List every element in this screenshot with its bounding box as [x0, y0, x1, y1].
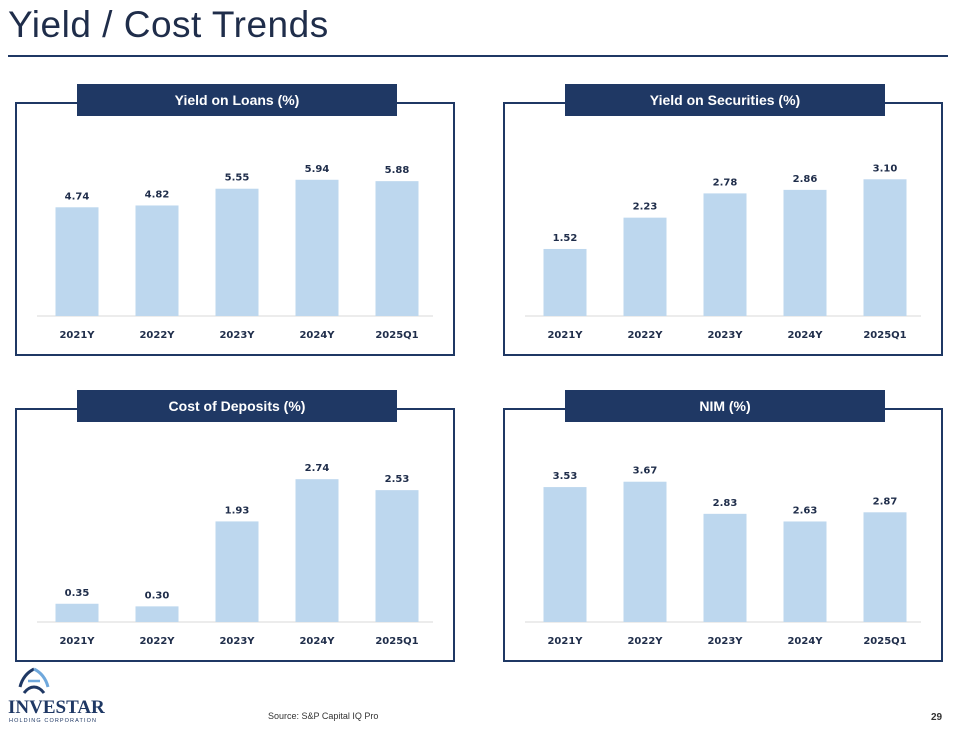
- page-number: 29: [931, 712, 943, 723]
- logo-subtitle: HOLDING CORPORATION: [9, 718, 98, 724]
- data-label: 5.94: [305, 164, 330, 175]
- chart-panel-nim: NIM (%) 3.53 2021Y 3.67 2022Y 2.83 2023Y 2.63 2…: [503, 390, 943, 662]
- category-label: 2025Q1: [863, 636, 906, 647]
- category-label: 2025Q1: [375, 330, 418, 341]
- data-label: 3.10: [873, 163, 898, 174]
- bar-2024y: [295, 479, 339, 622]
- bar-2024y: [783, 521, 827, 622]
- data-label: 0.30: [145, 590, 170, 601]
- category-label: 2024Y: [787, 330, 823, 341]
- category-label: 2022Y: [627, 636, 663, 647]
- data-label: 2.83: [713, 498, 738, 509]
- chart-title: Yield on Securities (%): [565, 84, 885, 116]
- data-label: 5.55: [225, 173, 250, 184]
- data-label: 2.86: [793, 174, 818, 185]
- category-label: 2024Y: [299, 330, 335, 341]
- data-label: 2.78: [713, 177, 738, 188]
- data-label: 3.67: [633, 466, 658, 477]
- page-title: Yield / Cost Trends: [8, 4, 329, 45]
- category-label: 2023Y: [219, 636, 255, 647]
- data-label: 2.87: [873, 496, 898, 507]
- bar-2021y: [55, 603, 99, 622]
- category-label: 2023Y: [707, 636, 743, 647]
- category-label: 2021Y: [547, 330, 583, 341]
- category-label: 2023Y: [707, 330, 743, 341]
- bar-2025q1: [863, 512, 907, 622]
- data-label: 0.35: [65, 588, 90, 599]
- logo-name: INVESTAR: [8, 697, 105, 718]
- chart-title: Yield on Loans (%): [77, 84, 397, 116]
- category-label: 2022Y: [139, 330, 175, 341]
- bar-2023y: [703, 513, 747, 622]
- data-label: 4.82: [145, 189, 170, 200]
- data-label: 2.63: [793, 505, 818, 516]
- chart-svg: 0.35 2021Y 0.30 2022Y 1.93 2023Y 2.74 2024Y 2.53…: [37, 463, 433, 647]
- data-label: 2.23: [633, 202, 658, 213]
- category-label: 2023Y: [219, 330, 255, 341]
- bar-2025q1: [375, 181, 419, 316]
- data-label: 4.74: [65, 191, 90, 202]
- chart-panel-yield-on-loans: Yield on Loans (%) 4.74 2021Y 4.82 2022Y 5.5…: [15, 84, 455, 356]
- category-label: 2025Q1: [375, 636, 418, 647]
- chart-svg: 1.52 2021Y 2.23 2022Y 2.78 2023Y 2.86 2024Y 3.10…: [525, 163, 921, 341]
- data-label: 1.52: [553, 233, 578, 244]
- bar-2023y: [215, 188, 259, 316]
- category-label: 2022Y: [627, 330, 663, 341]
- bar-2022y: [623, 217, 667, 316]
- title-divider: [8, 55, 948, 57]
- bar-2025q1: [375, 490, 419, 622]
- bar-2021y: [55, 207, 99, 316]
- category-label: 2021Y: [547, 636, 583, 647]
- chart-title: NIM (%): [565, 390, 885, 422]
- bar-2022y: [135, 606, 179, 622]
- logo-emblem-icon: [18, 667, 50, 694]
- data-label: 2.74: [305, 463, 330, 474]
- bar-2024y: [783, 189, 827, 316]
- bar-2025q1: [863, 179, 907, 316]
- category-label: 2024Y: [787, 636, 823, 647]
- chart-panel-cost-of-deposits: Cost of Deposits (%) 0.35 2021Y 0.30 2022Y 1…: [15, 390, 455, 662]
- data-label: 1.93: [225, 505, 250, 516]
- company-logo: INVESTAR HOLDING CORPORATION: [6, 667, 105, 725]
- bar-2023y: [215, 521, 259, 622]
- data-label: 3.53: [553, 471, 578, 482]
- category-label: 2022Y: [139, 636, 175, 647]
- bar-2021y: [543, 487, 587, 622]
- data-label: 2.53: [385, 474, 410, 485]
- chart-panel-yield-on-securities: Yield on Securities (%) 1.52 2021Y 2.23 202…: [503, 84, 943, 356]
- bar-2024y: [295, 179, 339, 316]
- category-label: 2025Q1: [863, 330, 906, 341]
- data-label: 5.88: [385, 165, 410, 176]
- category-label: 2024Y: [299, 636, 335, 647]
- source-note: Source: S&P Capital IQ Pro: [268, 711, 379, 721]
- chart-title: Cost of Deposits (%): [77, 390, 397, 422]
- chart-svg: 4.74 2021Y 4.82 2022Y 5.55 2023Y 5.94 2024Y 5.88…: [37, 164, 433, 341]
- bar-2022y: [623, 481, 667, 622]
- bar-2022y: [135, 205, 179, 316]
- chart-svg: 3.53 2021Y 3.67 2022Y 2.83 2023Y 2.63 2024Y 2.87…: [525, 466, 921, 647]
- category-label: 2021Y: [59, 636, 95, 647]
- category-label: 2021Y: [59, 330, 95, 341]
- bar-2023y: [703, 193, 747, 316]
- bar-2021y: [543, 248, 587, 316]
